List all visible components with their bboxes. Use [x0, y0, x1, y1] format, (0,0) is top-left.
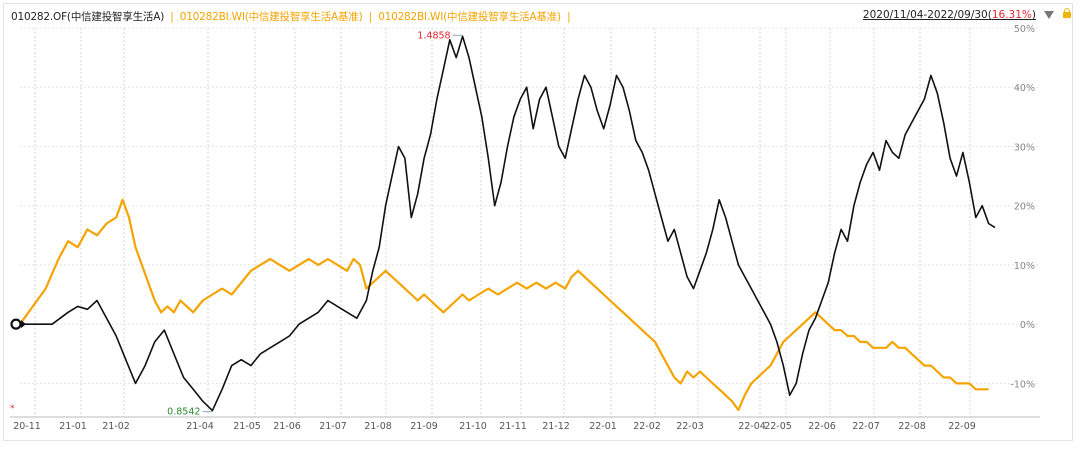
x-tick-label: 21-02 [102, 421, 130, 432]
legend-series-benchmark[interactable]: 010282BI.WI(中信建投智享生活A基准) [179, 11, 363, 23]
x-tick-label: 22-03 [676, 421, 704, 432]
x-tick-label: 21-01 [59, 421, 87, 432]
x-tick-label: 21-04 [186, 421, 214, 432]
x-tick-label: 21-11 [499, 421, 527, 432]
start-arrow [21, 320, 26, 329]
y-tick-label: 0% [1020, 320, 1035, 331]
x-tick-label: 22-02 [633, 421, 661, 432]
start-marker [10, 318, 22, 330]
legend-separator: | [170, 11, 174, 23]
series-line-fund [20, 35, 996, 412]
x-tick-label: 21-07 [319, 421, 347, 432]
annotation-label: 0.8542 [167, 407, 200, 418]
x-tick-label: 21-06 [273, 421, 301, 432]
legend-separator: | [567, 11, 571, 23]
date-range-close: ) [1031, 9, 1036, 21]
x-tick-label: 22-06 [808, 421, 836, 432]
y-tick-label: -10% [1010, 379, 1035, 390]
y-tick-label: 20% [1014, 202, 1035, 213]
x-tick-label: 21-12 [542, 421, 570, 432]
legend-series-benchmark-2[interactable]: 010282BI.WI(中信建投智享生活A基准) [378, 11, 561, 23]
annotation-label: 1.4858 [417, 30, 450, 41]
lock-icon[interactable] [1063, 8, 1071, 18]
x-tick-label: 22-09 [948, 421, 976, 432]
x-tick-label: 22-07 [852, 421, 880, 432]
date-range-text: 2020/11/04-2022/09/30( [862, 9, 992, 21]
corner-marker: * [10, 404, 15, 414]
y-tick-label: 30% [1014, 142, 1035, 153]
y-tick-label: 40% [1014, 83, 1035, 94]
legend-series-fund[interactable]: 010282.OF(中信建投智享生活A) [11, 11, 165, 23]
x-tick-label: 22-01 [589, 421, 617, 432]
y-tick-label: 50% [1014, 24, 1035, 35]
date-range[interactable]: 2020/11/04-2022/09/30(16.31%) [863, 9, 1036, 21]
chart-frame [3, 3, 1073, 441]
series-line-benchmark [19, 198, 989, 412]
range-return: 16.31% [991, 9, 1032, 21]
x-tick-label: 22-05 [764, 421, 792, 432]
x-tick-label: 21-10 [459, 421, 487, 432]
x-tick-label: 22-08 [898, 421, 926, 432]
legend-separator: | [368, 11, 373, 23]
x-tick-label: 22-04 [738, 421, 766, 432]
x-tick-label: 20-11 [13, 421, 41, 432]
x-tick-label: 21-08 [364, 421, 392, 432]
x-tick-label: 21-05 [233, 421, 261, 432]
legend: 010282.OF(中信建投智享生活A) | 010282BI.WI(中信建投智… [11, 9, 573, 24]
y-tick-label: 10% [1014, 261, 1035, 272]
triangle-down-icon[interactable] [1044, 11, 1054, 19]
x-tick-label: 21-09 [410, 421, 438, 432]
